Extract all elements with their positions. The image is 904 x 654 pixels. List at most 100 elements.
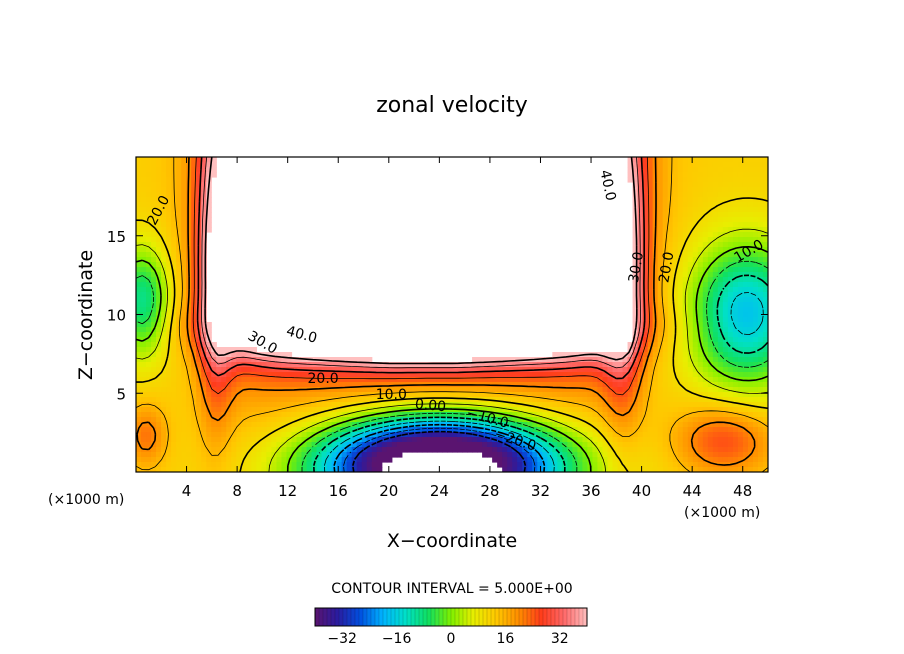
- field-cell: [637, 182, 644, 188]
- field-cell: [166, 467, 172, 472]
- field-cell: [732, 257, 739, 263]
- field-cell: [201, 302, 207, 308]
- field-cell: [497, 432, 503, 438]
- field-cell: [647, 392, 654, 398]
- field-cell: [672, 197, 679, 203]
- field-cell: [512, 362, 518, 368]
- field-cell: [517, 447, 523, 453]
- field-cell: [662, 332, 669, 338]
- field-cell: [757, 327, 764, 333]
- field-cell: [281, 352, 288, 358]
- field-cell: [457, 427, 463, 433]
- field-cell: [201, 177, 207, 183]
- field-cell: [682, 437, 689, 443]
- field-cell: [662, 217, 669, 223]
- field-cell: [757, 367, 764, 373]
- field-cell: [642, 377, 649, 383]
- field-cell: [732, 182, 739, 188]
- field-cell: [717, 187, 724, 193]
- field-cell: [682, 452, 689, 458]
- field-cell: [201, 362, 207, 368]
- field-cell: [727, 382, 734, 388]
- field-cell: [752, 347, 759, 353]
- field-cell: [231, 437, 237, 443]
- field-cell: [722, 237, 729, 243]
- field-cell: [577, 407, 584, 413]
- field-cell: [757, 262, 764, 268]
- field-cell: [166, 217, 172, 223]
- field-cell: [757, 207, 764, 213]
- field-cell: [186, 222, 192, 228]
- field-cell: [331, 397, 338, 403]
- field-cell: [657, 332, 664, 338]
- field-cell: [411, 392, 418, 398]
- field-cell: [206, 437, 212, 443]
- field-cell: [657, 342, 664, 348]
- field-cell: [667, 282, 674, 288]
- field-cell: [652, 437, 659, 443]
- field-cell: [672, 442, 679, 448]
- field-cell: [622, 427, 629, 433]
- field-cell: [186, 402, 192, 408]
- field-cell: [697, 227, 704, 233]
- field-cell: [186, 202, 192, 208]
- field-cell: [326, 357, 333, 363]
- field-cell: [356, 387, 363, 393]
- field-cell: [517, 422, 523, 428]
- field-cell: [161, 462, 167, 468]
- field-cell: [617, 452, 624, 458]
- field-cell: [196, 307, 202, 313]
- field-cell: [657, 317, 664, 323]
- field-cell: [176, 297, 182, 303]
- field-cell: [396, 447, 403, 453]
- x-tick-label: 28: [480, 482, 499, 500]
- field-cell: [161, 232, 167, 238]
- field-cell: [737, 372, 744, 378]
- field-cell: [552, 417, 558, 423]
- field-cell: [181, 197, 187, 203]
- field-cell: [742, 407, 749, 413]
- field-cell: [326, 387, 333, 393]
- field-cell: [366, 367, 373, 373]
- field-cell: [492, 362, 498, 368]
- field-cell: [166, 297, 172, 303]
- field-cell: [697, 322, 704, 328]
- field-cell: [436, 387, 443, 393]
- field-cell: [281, 467, 288, 472]
- field-cell: [697, 387, 704, 393]
- field-cell: [176, 462, 182, 468]
- field-cell: [512, 432, 518, 438]
- field-cell: [527, 412, 533, 418]
- field-cell: [662, 157, 669, 163]
- field-cell: [592, 392, 599, 398]
- field-cell: [351, 392, 358, 398]
- field-cell: [261, 412, 268, 418]
- field-cell: [146, 407, 152, 413]
- field-cell: [697, 432, 704, 438]
- field-cell: [732, 202, 739, 208]
- field-cell: [211, 447, 217, 453]
- field-cell: [757, 287, 764, 293]
- field-cell: [186, 427, 192, 433]
- field-cell: [371, 362, 378, 368]
- field-cell: [136, 287, 142, 293]
- field-cell: [136, 197, 142, 203]
- field-cell: [647, 242, 654, 248]
- field-cell: [181, 427, 187, 433]
- field-cell: [161, 327, 167, 333]
- field-cell: [452, 437, 458, 443]
- field-cell: [712, 297, 719, 303]
- field-cell: [672, 307, 679, 313]
- field-cell: [477, 432, 483, 438]
- field-cell: [492, 377, 498, 383]
- field-cell: [151, 407, 157, 413]
- field-cell: [662, 282, 669, 288]
- field-cell: [196, 342, 202, 348]
- field-cell: [246, 462, 252, 468]
- field-cell: [156, 427, 162, 433]
- field-cell: [246, 377, 252, 383]
- field-cell: [171, 242, 177, 248]
- field-cell: [146, 412, 152, 418]
- field-cell: [176, 422, 182, 428]
- field-cell: [216, 397, 222, 403]
